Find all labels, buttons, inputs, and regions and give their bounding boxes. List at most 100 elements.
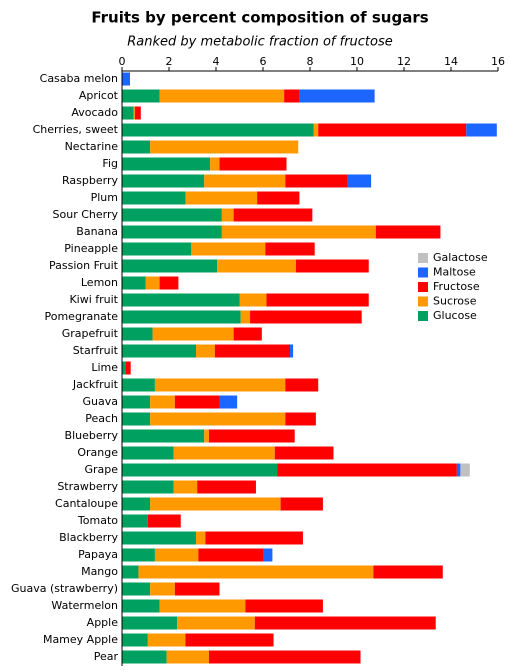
y-tick-label: Casaba melon	[40, 72, 118, 85]
x-tick-label: 16	[491, 55, 505, 68]
bar-segment	[122, 497, 151, 511]
y-tick-label: Apricot	[79, 89, 119, 102]
bar-segment	[221, 208, 234, 222]
x-tick-label: 14	[444, 55, 458, 68]
bar-segment	[154, 378, 286, 392]
y-tick-label: Cherries, sweet	[33, 123, 119, 136]
bar-segment	[122, 361, 126, 375]
y-tick-label: Grapefruit	[62, 327, 119, 340]
bar-segment	[208, 429, 295, 443]
bar-segment	[122, 174, 205, 188]
x-tick-label: 12	[397, 55, 411, 68]
y-tick-label: Avocado	[71, 106, 118, 119]
bar-segment	[122, 531, 197, 545]
y-tick-label: Pear	[94, 650, 119, 663]
bar-segment	[150, 395, 175, 409]
legend-label: Fructose	[433, 280, 480, 293]
bar-segment	[122, 480, 174, 494]
bar-segment	[122, 633, 148, 647]
bar-segment	[285, 378, 319, 392]
bar-segment	[154, 548, 199, 562]
bar-segment	[219, 157, 287, 171]
bar-segment	[265, 242, 315, 256]
x-tick-label: 0	[119, 55, 126, 68]
bar-segment	[122, 446, 174, 460]
bar-segment	[295, 259, 369, 273]
y-tick-label: Pomegranate	[45, 310, 119, 323]
bar-segment	[263, 548, 273, 562]
bar-segment	[245, 599, 323, 613]
bar-segment	[204, 174, 286, 188]
y-tick-label: Nectarine	[65, 140, 119, 153]
legend-label: Glucose	[433, 309, 477, 322]
bar-segment	[250, 310, 362, 324]
bar-segment	[221, 225, 376, 239]
bar-segment	[122, 293, 240, 307]
x-tick-label: 4	[213, 55, 220, 68]
legend-swatch	[418, 282, 428, 292]
bar-segment	[122, 582, 151, 596]
bar-segment	[284, 89, 300, 103]
bar-segment	[318, 123, 467, 137]
y-tick-label: Papaya	[78, 548, 118, 561]
bar-segment	[122, 140, 151, 154]
bar-segment	[122, 72, 130, 86]
y-tick-label: Apple	[87, 616, 119, 629]
bar-segment	[285, 412, 316, 426]
bar-segment	[217, 259, 296, 273]
bar-segment	[204, 429, 209, 443]
bar-segment	[150, 497, 281, 511]
bar-segment	[174, 395, 220, 409]
x-tick-label: 2	[166, 55, 173, 68]
bar-segment	[313, 123, 319, 137]
y-tick-label: Watermelon	[51, 599, 118, 612]
bar-segment	[466, 123, 497, 137]
bar-segment	[196, 344, 215, 358]
bar-segment	[122, 89, 160, 103]
bar-segment	[233, 208, 313, 222]
y-tick-label: Passion Fruit	[49, 259, 119, 272]
bar-segment	[233, 327, 262, 341]
chart-subtitle: Ranked by metabolic fraction of fructose	[127, 35, 393, 50]
bar-segment	[122, 514, 148, 528]
bar-segment	[122, 191, 186, 205]
bar-segment	[210, 157, 220, 171]
bar-segment	[159, 89, 285, 103]
bar-segment	[214, 344, 291, 358]
bar-segment	[159, 599, 246, 613]
bar-segment	[456, 463, 461, 477]
bar-segment	[347, 174, 372, 188]
legend-label: Sucrose	[433, 295, 477, 308]
x-tick-label: 10	[350, 55, 364, 68]
legend-swatch	[418, 253, 428, 263]
bar-segment	[274, 446, 334, 460]
bar-segment	[122, 412, 151, 426]
bar-segment	[147, 514, 181, 528]
bar-segment	[122, 395, 151, 409]
bar-segment	[150, 582, 175, 596]
bar-segment	[147, 633, 186, 647]
bar-segment	[197, 480, 256, 494]
bar-segment	[138, 565, 374, 579]
y-tick-label: Guava (strawberry)	[11, 582, 118, 595]
bar-segment	[122, 650, 167, 664]
bar-segment	[122, 616, 178, 630]
bar-segment	[299, 89, 375, 103]
bar-segment	[122, 599, 160, 613]
bar-segment	[122, 378, 155, 392]
bar-segment	[185, 191, 258, 205]
bar-segment	[122, 208, 222, 222]
y-tick-label: Mamey Apple	[43, 633, 118, 646]
bar-segment	[122, 548, 155, 562]
x-tick-label: 8	[307, 55, 314, 68]
bar-segment	[174, 582, 220, 596]
y-tick-label: Tomato	[77, 514, 118, 527]
y-tick-label: Blackberry	[59, 531, 118, 544]
y-tick-label: Peach	[85, 412, 118, 425]
bar-segment	[134, 106, 141, 120]
bar-segment	[145, 276, 160, 290]
bar-segment	[173, 480, 198, 494]
bar-segment	[240, 310, 251, 324]
bar-segment	[198, 548, 263, 562]
bar-segment	[460, 463, 470, 477]
